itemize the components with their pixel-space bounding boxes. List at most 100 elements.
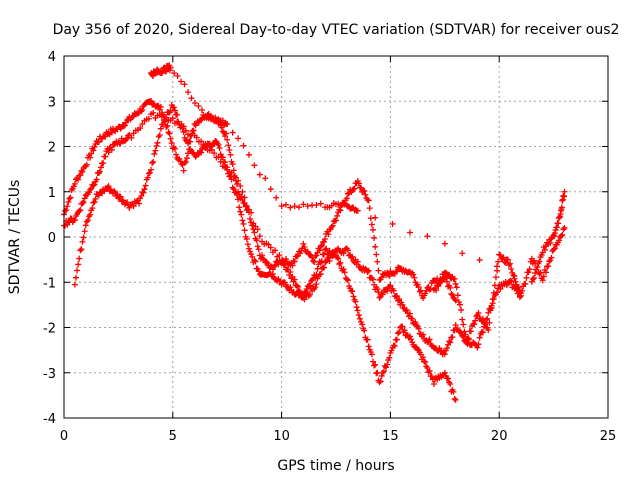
data-point	[395, 330, 402, 337]
data-point	[482, 321, 489, 328]
data-point	[362, 191, 369, 198]
x-tick-label: 5	[169, 429, 177, 444]
data-point	[458, 329, 465, 336]
data-point	[157, 125, 164, 132]
data-point	[438, 276, 445, 283]
data-point	[452, 322, 459, 329]
data-point	[282, 255, 289, 262]
data-point	[240, 220, 247, 227]
data-point	[471, 321, 478, 328]
data-point	[306, 251, 313, 258]
x-tick-label: 25	[600, 429, 617, 444]
data-point	[436, 345, 443, 352]
data-point	[450, 388, 457, 395]
data-point	[443, 345, 450, 352]
data-point	[420, 331, 427, 338]
data-point	[460, 321, 467, 328]
data-point	[356, 315, 363, 322]
data-point	[326, 247, 333, 254]
data-point	[445, 375, 452, 382]
data-point	[519, 287, 526, 294]
data-point	[337, 259, 344, 266]
data-point	[166, 130, 173, 137]
data-point	[461, 328, 468, 335]
data-point	[294, 283, 301, 290]
data-point	[364, 268, 371, 275]
data-point	[71, 180, 78, 187]
data-point	[74, 267, 81, 274]
data-point	[72, 274, 79, 281]
data-point	[423, 287, 430, 294]
y-tick-label: 0	[48, 231, 56, 246]
data-point	[393, 268, 400, 275]
y-tick-label: -1	[43, 276, 56, 291]
data-point	[255, 246, 262, 253]
data-point	[424, 233, 431, 240]
data-point	[416, 330, 423, 337]
data-point	[317, 243, 324, 250]
data-point	[71, 217, 78, 224]
data-point	[79, 200, 86, 207]
data-point	[191, 99, 198, 106]
data-point	[534, 264, 541, 271]
data-point	[422, 290, 429, 297]
data-point	[250, 220, 257, 227]
data-point	[551, 230, 558, 237]
data-point	[366, 205, 373, 212]
data-point	[167, 135, 174, 142]
data-point	[417, 287, 424, 294]
data-point	[253, 237, 260, 244]
data-point	[369, 226, 376, 233]
data-point	[467, 328, 474, 335]
data-point	[156, 132, 163, 139]
data-point	[281, 262, 288, 269]
data-point	[293, 282, 300, 289]
data-point	[465, 335, 472, 342]
axis-ticks: 0 5 10 15 20 25 -4 -3 -2 -1 0 1 2 3 4	[43, 50, 616, 444]
data-point	[217, 158, 224, 165]
data-point	[104, 184, 111, 191]
data-point	[322, 259, 329, 266]
y-tick-label: 3	[48, 95, 56, 110]
data-point	[215, 153, 222, 160]
data-point	[215, 141, 222, 148]
data-point	[312, 284, 319, 291]
data-point	[426, 336, 433, 343]
data-point	[243, 235, 250, 242]
data-point	[424, 364, 431, 371]
data-point	[126, 204, 133, 211]
data-point	[96, 168, 103, 175]
data-point	[375, 267, 382, 274]
data-point	[287, 269, 294, 276]
data-point	[171, 107, 178, 114]
data-point	[301, 244, 308, 251]
data-point	[105, 149, 112, 156]
data-point	[248, 209, 255, 216]
data-point	[492, 274, 499, 281]
data-point	[224, 164, 231, 171]
data-point	[558, 232, 565, 239]
data-point	[141, 186, 148, 193]
data-point	[281, 279, 288, 286]
data-point	[446, 271, 453, 278]
data-point	[368, 221, 375, 228]
data-point	[90, 182, 97, 189]
y-axis-label: SDTVAR / TECUs	[7, 180, 23, 295]
data-point	[237, 208, 244, 215]
y-tick-label: 2	[48, 141, 56, 156]
data-point	[312, 253, 319, 260]
data-point	[446, 338, 453, 345]
data-point	[310, 257, 317, 264]
data-point	[91, 198, 98, 205]
data-point	[76, 255, 83, 262]
data-point	[236, 204, 243, 211]
x-tick-label: 15	[382, 429, 399, 444]
data-point	[170, 104, 177, 111]
data-point	[276, 252, 283, 259]
data-point	[278, 203, 285, 210]
data-point	[77, 172, 84, 179]
data-point	[475, 341, 482, 348]
data-point	[183, 155, 190, 162]
data-point	[458, 306, 465, 313]
